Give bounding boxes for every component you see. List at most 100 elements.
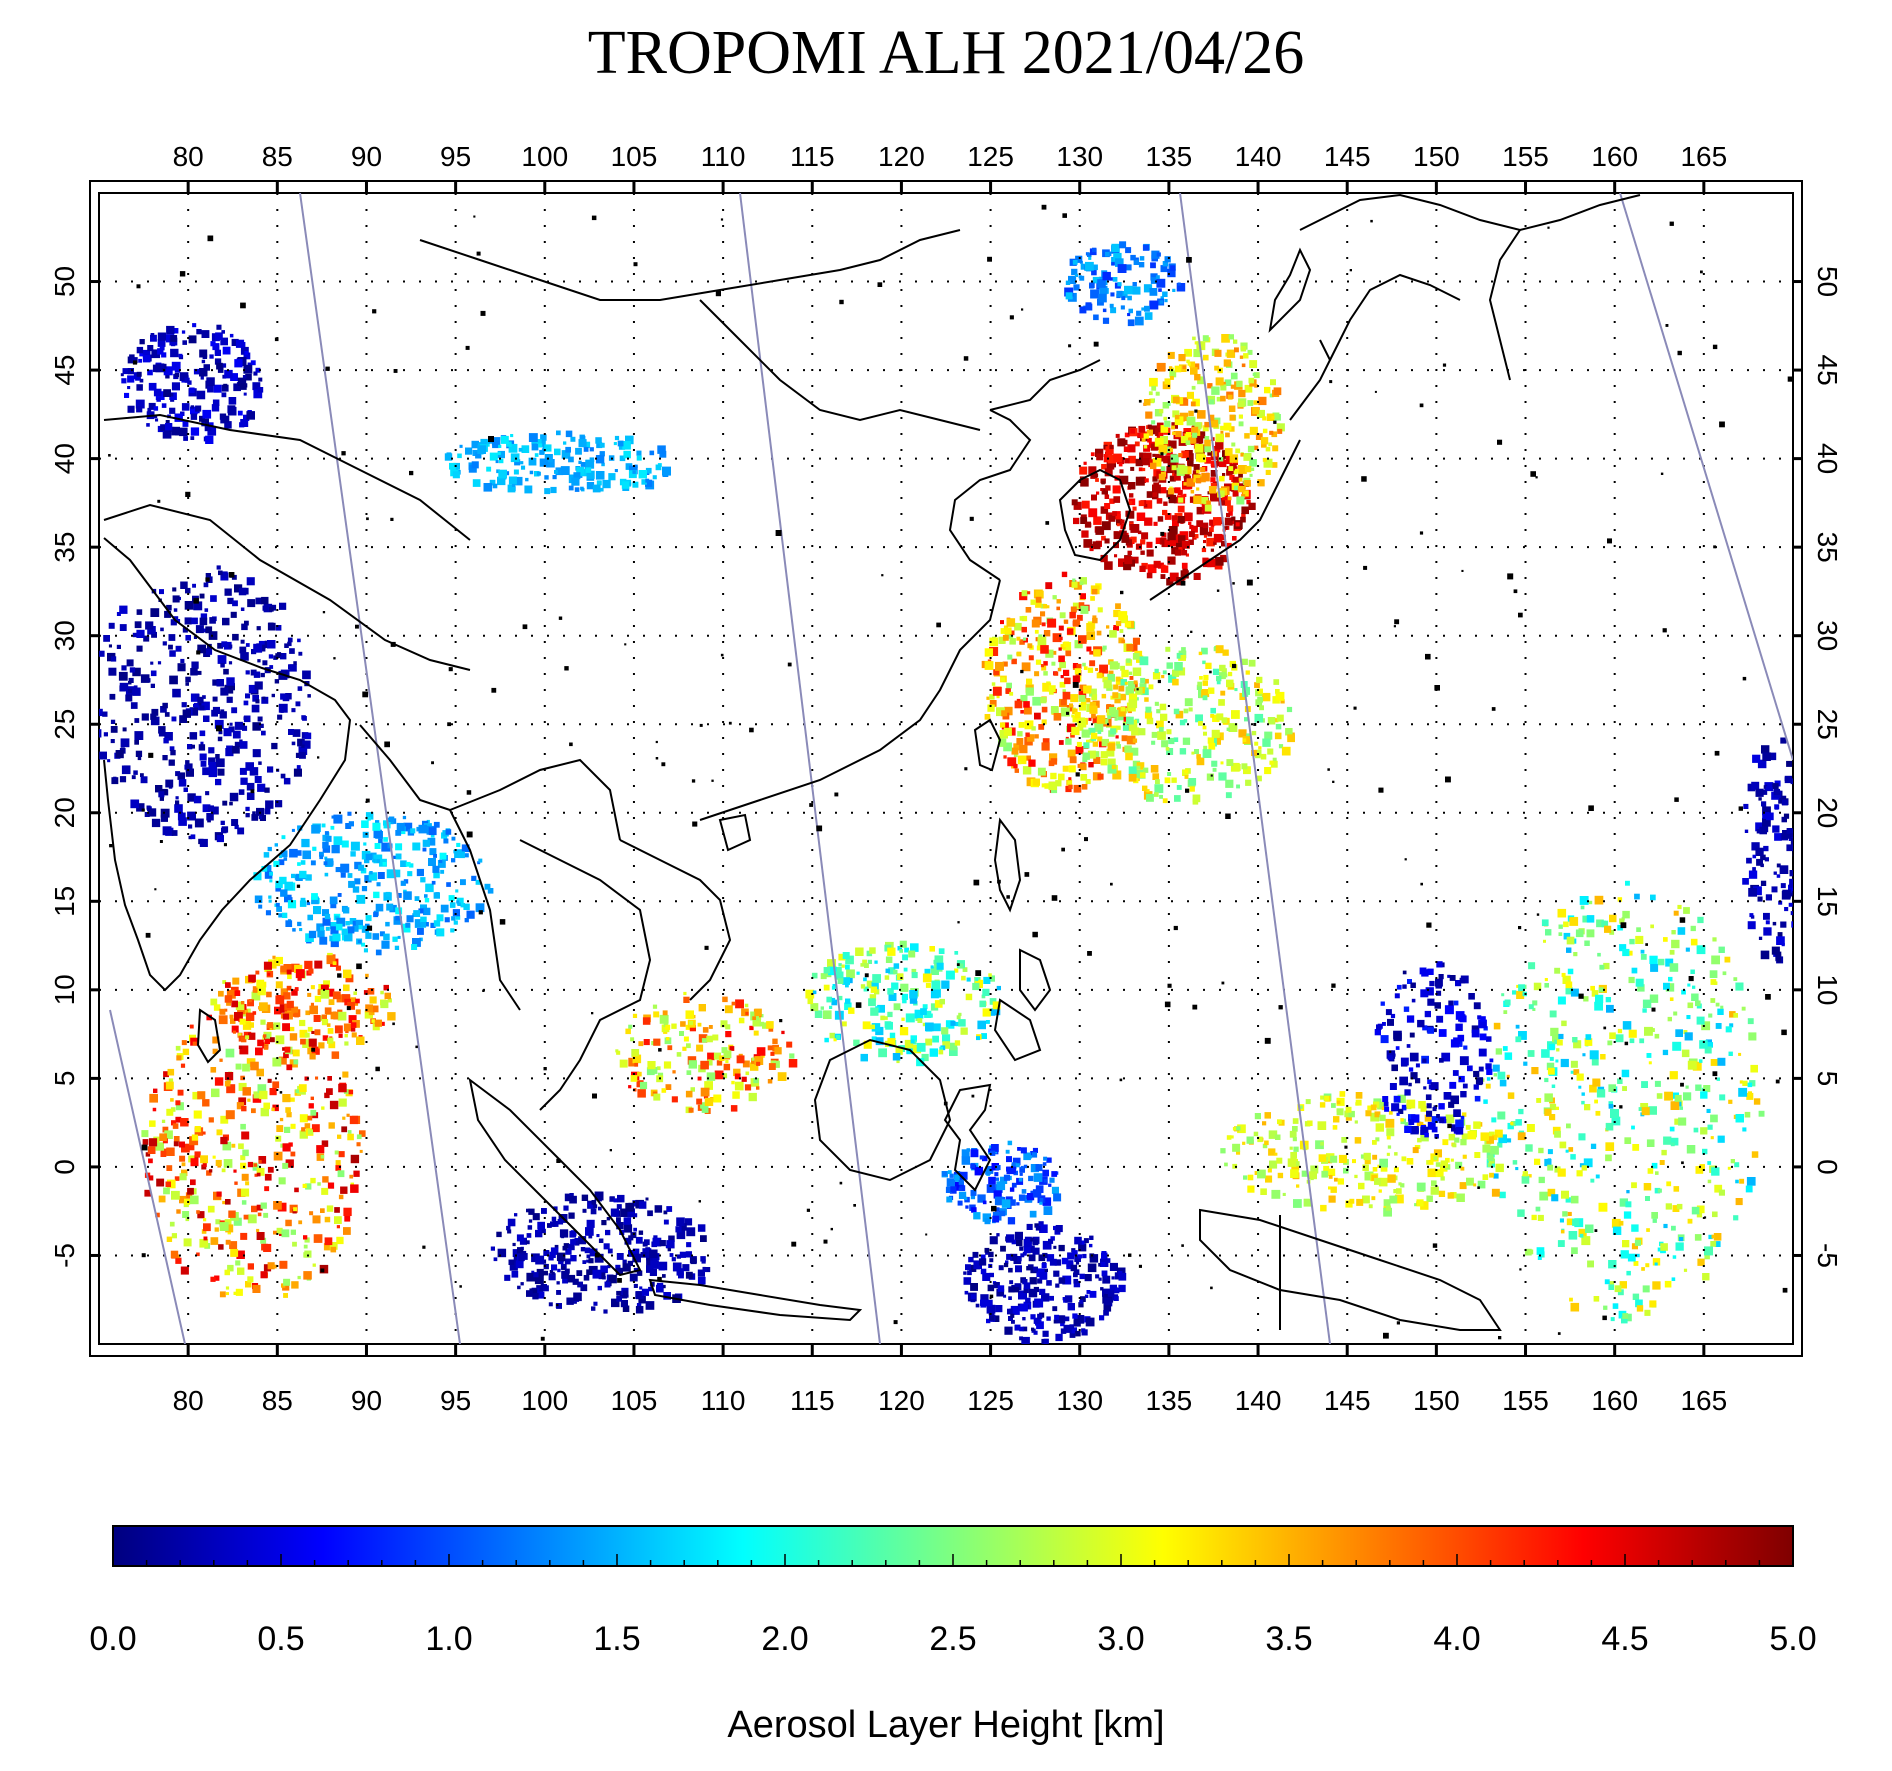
aerosol-pixel xyxy=(1657,1188,1662,1193)
aerosol-pixel xyxy=(1191,525,1198,533)
aerosol-pixel xyxy=(373,912,379,918)
aerosol-pixel xyxy=(1210,470,1218,477)
aerosol-pixel xyxy=(1619,1281,1627,1289)
aerosol-pixel xyxy=(1081,530,1089,538)
aerosol-pixel xyxy=(324,1007,332,1015)
aerosol-pixel xyxy=(635,1291,644,1299)
aerosol-pixel xyxy=(568,1212,575,1219)
aerosol-pixel xyxy=(1561,1190,1569,1199)
aerosol-pixel xyxy=(1008,1286,1015,1293)
aerosol-pixel xyxy=(1433,1149,1442,1158)
aerosol-pixel xyxy=(1209,527,1214,532)
aerosol-pixel xyxy=(548,1302,553,1307)
aerosol-pixel xyxy=(1354,1120,1358,1124)
aerosol-pixel xyxy=(628,1024,633,1029)
aerosol-pixel xyxy=(234,990,241,996)
aerosol-pixel xyxy=(666,1240,675,1249)
aerosol-pixel xyxy=(306,901,311,906)
aerosol-pixel xyxy=(1023,701,1030,708)
aerosol-pixel xyxy=(208,631,218,640)
aerosol-pixel xyxy=(1733,977,1738,981)
aerosol-pixel xyxy=(663,1210,668,1215)
aerosol-pixel xyxy=(209,1169,213,1173)
aerosol-pixel xyxy=(1074,712,1081,719)
aerosol-pixel xyxy=(645,478,650,483)
aerosol-pixel xyxy=(991,682,996,686)
aerosol-pixel xyxy=(1063,619,1069,624)
aerosol-pixel xyxy=(1139,452,1147,460)
aerosol-pixel xyxy=(1570,1195,1579,1204)
aerosol-pixel xyxy=(254,1173,258,1177)
aerosol-pixel xyxy=(1061,1257,1069,1265)
aerosol-pixel xyxy=(160,627,164,632)
aerosol-pixel xyxy=(1269,760,1274,765)
aerosol-pixel xyxy=(1610,1109,1619,1118)
aerosol-pixel xyxy=(1402,1106,1407,1111)
aerosol-pixel xyxy=(1679,1237,1684,1242)
aerosol-pixel xyxy=(1197,681,1202,687)
aerosol-pixel xyxy=(1186,391,1194,399)
aerosol-pixel xyxy=(224,684,234,694)
aerosol-pixel xyxy=(1214,556,1224,566)
aerosol-pixel xyxy=(1608,1084,1616,1092)
aerosol-pixel xyxy=(636,455,642,461)
aerosol-pixel xyxy=(1133,774,1140,782)
aerosol-pixel xyxy=(188,824,193,829)
aerosol-pixel xyxy=(1492,1134,1498,1141)
aerosol-pixel xyxy=(1230,762,1240,772)
aerosol-pixel xyxy=(1611,1116,1621,1126)
aerosol-pixel xyxy=(632,470,636,474)
aerosol-pixel xyxy=(151,631,157,638)
aerosol-pixel xyxy=(1735,982,1744,991)
aerosol-pixel xyxy=(922,1022,927,1027)
aerosol-pixel xyxy=(987,704,995,712)
aerosol-pixel xyxy=(1002,634,1009,641)
aerosol-pixel xyxy=(264,871,273,879)
aerosol-pixel xyxy=(331,1051,340,1059)
aerosol-pixel xyxy=(269,607,274,612)
aerosol-pixel xyxy=(1717,1135,1725,1143)
aerosol-pixel xyxy=(517,1285,521,1290)
aerosol-pixel xyxy=(1038,1221,1044,1227)
aerosol-pixel xyxy=(995,1177,999,1181)
aerosol-pixel xyxy=(1073,1272,1078,1278)
aerosol-pixel xyxy=(302,1183,307,1188)
aerosol-pixel xyxy=(1178,497,1184,503)
aerosol-pixel xyxy=(1387,1145,1392,1149)
aerosol-pixel xyxy=(1434,1134,1439,1139)
aerosol-pixel xyxy=(625,463,633,470)
aerosol-pixel xyxy=(1026,734,1035,742)
aerosol-pixel xyxy=(611,1298,620,1308)
aerosol-pixel xyxy=(1607,1040,1613,1046)
aerosol-pixel xyxy=(1687,983,1691,987)
aerosol-pixel xyxy=(343,984,350,992)
aerosol-pixel xyxy=(159,796,164,801)
aerosol-pixel xyxy=(1268,1148,1276,1156)
aerosol-pixel xyxy=(347,1002,355,1010)
aerosol-pixel xyxy=(1155,537,1163,544)
aerosol-pixel xyxy=(1156,709,1161,714)
aerosol-pixel xyxy=(108,644,112,648)
aerosol-pixel xyxy=(1121,735,1128,742)
aerosol-pixel xyxy=(260,1202,267,1209)
aerosol-pixel xyxy=(1107,673,1115,682)
aerosol-pixel xyxy=(770,1051,775,1056)
aerosol-pixel xyxy=(1114,1272,1122,1280)
aerosol-pixel xyxy=(1093,649,1101,657)
aerosol-pixel xyxy=(263,1102,270,1110)
aerosol-pixel xyxy=(308,968,314,974)
aerosol-pixel xyxy=(129,667,136,673)
aerosol-pixel xyxy=(363,842,367,846)
aerosol-pixel xyxy=(450,928,455,933)
aerosol-pixel xyxy=(1216,680,1221,685)
aerosol-pixel xyxy=(1473,1183,1477,1187)
aerosol-pixel xyxy=(1634,893,1640,900)
aerosol-pixel xyxy=(424,894,428,898)
aerosol-pixel xyxy=(453,920,458,925)
aerosol-pixel xyxy=(1536,1098,1542,1103)
aerosol-pixel xyxy=(259,723,264,728)
aerosol-pixel xyxy=(1210,492,1219,502)
aerosol-pixel xyxy=(1554,1166,1561,1173)
aerosol-pixel xyxy=(1492,1064,1500,1072)
